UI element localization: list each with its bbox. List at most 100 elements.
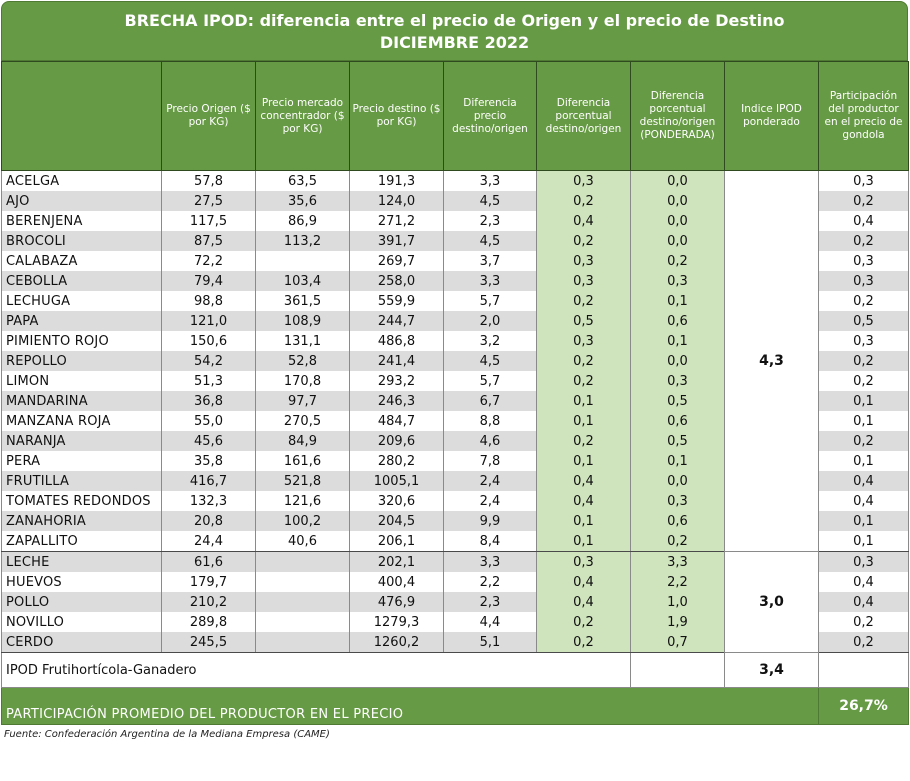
participacion-cell: 0,3 (818, 331, 909, 351)
diferencia-porcentual-cell: 0,1 (536, 391, 631, 411)
precio-origen-cell: 245,5 (161, 632, 256, 653)
ipod-table-container: BRECHA IPOD: diferencia entre el precio … (1, 1, 909, 740)
precio-mercado-cell: 52,8 (255, 351, 350, 371)
precio-mercado-cell: 113,2 (255, 231, 350, 251)
diferencia-porcentual-cell: 0,3 (536, 170, 631, 191)
diferencia-ponderada-cell: 0,2 (630, 531, 725, 552)
product-name-cell: TOMATES REDONDOS (1, 491, 162, 511)
precio-origen-cell: 150,6 (161, 331, 256, 351)
table-subtitle: DICIEMBRE 2022 (379, 33, 530, 52)
product-name-cell: HUEVOS (1, 572, 162, 592)
diferencia-porcentual-cell: 0,4 (536, 211, 631, 231)
diferencia-porcentual-cell: 0,2 (536, 231, 631, 251)
precio-mercado-cell: 361,5 (255, 291, 350, 311)
table-row: POLLO 210,2 476,9 2,3 0,4 1,0 0,4 (1, 592, 909, 612)
precio-mercado-cell: 63,5 (255, 170, 350, 191)
precio-origen-cell: 35,8 (161, 451, 256, 471)
diferencia-ponderada-cell: 0,1 (630, 451, 725, 471)
diferencia-ponderada-cell: 0,5 (630, 431, 725, 451)
product-name-cell: ACELGA (1, 170, 162, 191)
diferencia-porcentual-cell: 0,1 (536, 531, 631, 552)
participacion-cell: 0,2 (818, 371, 909, 391)
diferencia-porcentual-cell: 0,2 (536, 371, 631, 391)
table-row: BROCOLI 87,5 113,2 391,7 4,5 0,2 0,0 0,2 (1, 231, 909, 251)
precio-destino-cell: 1260,2 (349, 632, 444, 653)
precio-mercado-cell: 108,9 (255, 311, 350, 331)
diferencia-precio-cell: 4,6 (443, 431, 537, 451)
diferencia-precio-cell: 3,7 (443, 251, 537, 271)
participacion-cell: 0,1 (818, 451, 909, 471)
diferencia-ponderada-cell: 0,0 (630, 351, 725, 371)
precio-destino-cell: 476,9 (349, 592, 444, 612)
precio-destino-cell: 271,2 (349, 211, 444, 231)
table-row: LECHUGA 98,8 361,5 559,9 5,7 0,2 0,1 0,2 (1, 291, 909, 311)
header-participacion: Participación del productor en el precio… (818, 61, 909, 171)
precio-destino-cell: 241,4 (349, 351, 444, 371)
table-row: CERDO 245,5 1260,2 5,1 0,2 0,7 0,2 (1, 632, 909, 653)
participacion-cell: 0,1 (818, 391, 909, 411)
table-body: ACELGA 57,8 63,5 191,3 3,3 0,3 0,0 4,3 0,3 AJO 27,… (1, 170, 909, 653)
precio-origen-cell: 20,8 (161, 511, 256, 531)
participacion-cell: 0,3 (818, 251, 909, 271)
diferencia-ponderada-cell: 0,6 (630, 511, 725, 531)
precio-destino-cell: 209,6 (349, 431, 444, 451)
precio-mercado-cell: 161,6 (255, 451, 350, 471)
diferencia-ponderada-cell: 0,3 (630, 271, 725, 291)
summary-row: IPOD Frutihortícola-Ganadero 3,4 (1, 652, 909, 688)
header-precio-mercado: Precio mercado concentrador ($ por KG) (255, 61, 350, 171)
table-row: TOMATES REDONDOS 132,3 121,6 320,6 2,4 0,4 0,3… (1, 491, 909, 511)
diferencia-precio-cell: 2,4 (443, 471, 537, 491)
participacion-cell: 0,4 (818, 572, 909, 592)
participacion-cell: 0,1 (818, 511, 909, 531)
summary-empty-cell (630, 652, 725, 688)
precio-origen-cell: 87,5 (161, 231, 256, 251)
diferencia-ponderada-cell: 0,6 (630, 411, 725, 431)
diferencia-porcentual-cell: 0,2 (536, 191, 631, 211)
diferencia-ponderada-cell: 0,0 (630, 170, 725, 191)
diferencia-precio-cell: 2,4 (443, 491, 537, 511)
precio-destino-cell: 391,7 (349, 231, 444, 251)
diferencia-ponderada-cell: 0,3 (630, 491, 725, 511)
product-name-cell: PAPA (1, 311, 162, 331)
precio-origen-cell: 54,2 (161, 351, 256, 371)
diferencia-porcentual-cell: 0,2 (536, 632, 631, 653)
product-name-cell: CEBOLLA (1, 271, 162, 291)
diferencia-precio-cell: 3,3 (443, 170, 537, 191)
ipod-table: Precio Origen ($ por KG) Precio mercado … (1, 61, 909, 725)
precio-destino-cell: 484,7 (349, 411, 444, 431)
precio-mercado-cell: 103,4 (255, 271, 350, 291)
participacion-cell: 0,4 (818, 491, 909, 511)
diferencia-ponderada-cell: 0,0 (630, 231, 725, 251)
precio-origen-cell: 132,3 (161, 491, 256, 511)
table-row: ACELGA 57,8 63,5 191,3 3,3 0,3 0,0 4,3 0,3 (1, 170, 909, 552)
table-title-banner: BRECHA IPOD: diferencia entre el precio … (1, 1, 908, 61)
summary-empty-cell-2 (818, 652, 909, 688)
precio-origen-cell: 36,8 (161, 391, 256, 411)
source-note: Fuente: Confederación Argentina de la Me… (4, 729, 330, 740)
diferencia-porcentual-cell: 0,4 (536, 592, 631, 612)
footer-label: PARTICIPACIÓN PROMEDIO DEL PRODUCTOR EN … (1, 687, 819, 725)
precio-mercado-cell: 84,9 (255, 431, 350, 451)
diferencia-ponderada-cell: 0,7 (630, 632, 725, 653)
diferencia-precio-cell: 4,5 (443, 231, 537, 251)
precio-destino-cell: 320,6 (349, 491, 444, 511)
header-diferencia-porcentual: Diferencia porcentual destino/origen (536, 61, 631, 171)
diferencia-porcentual-cell: 0,2 (536, 291, 631, 311)
product-name-cell: ZANAHORIA (1, 511, 162, 531)
table-row: BERENJENA 117,5 86,9 271,2 2,3 0,4 0,0 0,4 (1, 211, 909, 231)
table-row: ZANAHORIA 20,8 100,2 204,5 9,9 0,1 0,6 0,1 (1, 511, 909, 531)
precio-destino-cell: 293,2 (349, 371, 444, 391)
participacion-cell: 0,2 (818, 231, 909, 251)
diferencia-precio-cell: 2,2 (443, 572, 537, 592)
diferencia-ponderada-cell: 0,2 (630, 251, 725, 271)
diferencia-porcentual-cell: 0,1 (536, 451, 631, 471)
table-row: LIMON 51,3 170,8 293,2 5,7 0,2 0,3 0,2 (1, 371, 909, 391)
diferencia-precio-cell: 2,3 (443, 592, 537, 612)
diferencia-ponderada-cell: 2,2 (630, 572, 725, 592)
table-row: AJO 27,5 35,6 124,0 4,5 0,2 0,0 0,2 (1, 191, 909, 211)
precio-destino-cell: 202,1 (349, 551, 444, 572)
table-row: REPOLLO 54,2 52,8 241,4 4,5 0,2 0,0 0,2 (1, 351, 909, 371)
participacion-cell: 0,2 (818, 431, 909, 451)
participacion-cell: 0,1 (818, 411, 909, 431)
ipod-index-cell: 4,3 (724, 170, 819, 552)
